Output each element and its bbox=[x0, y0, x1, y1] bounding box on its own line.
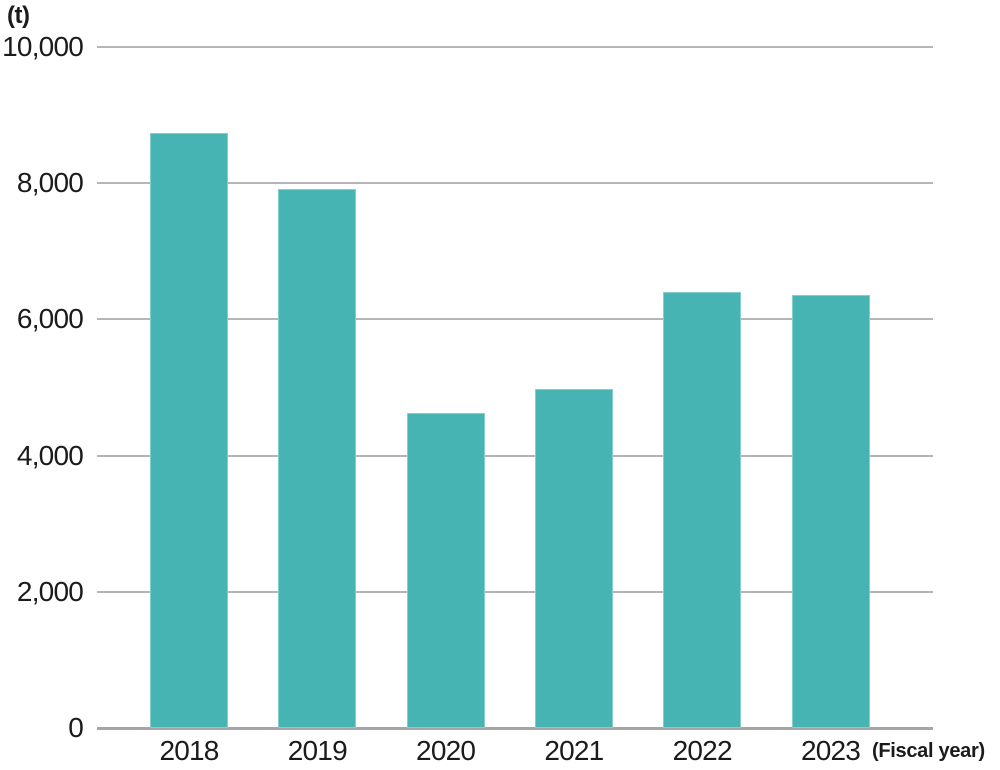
x-axis-line bbox=[97, 727, 933, 730]
y-tick-label-4000: 4,000 bbox=[16, 439, 84, 471]
x-tick-label-2018: 2018 bbox=[159, 735, 219, 766]
x-axis-note: (Fiscal year) bbox=[872, 740, 985, 762]
y-tick-label-8000: 8,000 bbox=[16, 167, 84, 199]
gridline-8000 bbox=[97, 182, 933, 185]
y-axis-unit-label: (t) bbox=[7, 2, 30, 29]
bar-2018 bbox=[150, 133, 228, 728]
gridline-6000 bbox=[97, 318, 933, 321]
gridline-2000 bbox=[97, 590, 933, 593]
y-tick-label-2000: 2,000 bbox=[16, 575, 84, 607]
bar-2023 bbox=[791, 294, 870, 728]
x-tick-label-2023: 2023 bbox=[800, 735, 861, 766]
x-tick-label-2019: 2019 bbox=[287, 735, 348, 766]
bar-2019 bbox=[278, 189, 357, 728]
y-tick-label-6000: 6,000 bbox=[16, 303, 84, 335]
x-tick-label-2021: 2021 bbox=[544, 735, 604, 766]
gridline-10000 bbox=[97, 46, 933, 48]
gridline-4000 bbox=[97, 454, 933, 457]
bar-2020 bbox=[406, 412, 485, 728]
bar-2022 bbox=[663, 292, 742, 728]
y-tick-label-10000: 10,000 bbox=[2, 31, 84, 62]
x-tick-label-2020: 2020 bbox=[416, 735, 476, 766]
x-tick-label-2022: 2022 bbox=[672, 735, 733, 766]
bar-2021 bbox=[534, 388, 613, 728]
y-tick-label-0: 0 bbox=[68, 712, 84, 743]
